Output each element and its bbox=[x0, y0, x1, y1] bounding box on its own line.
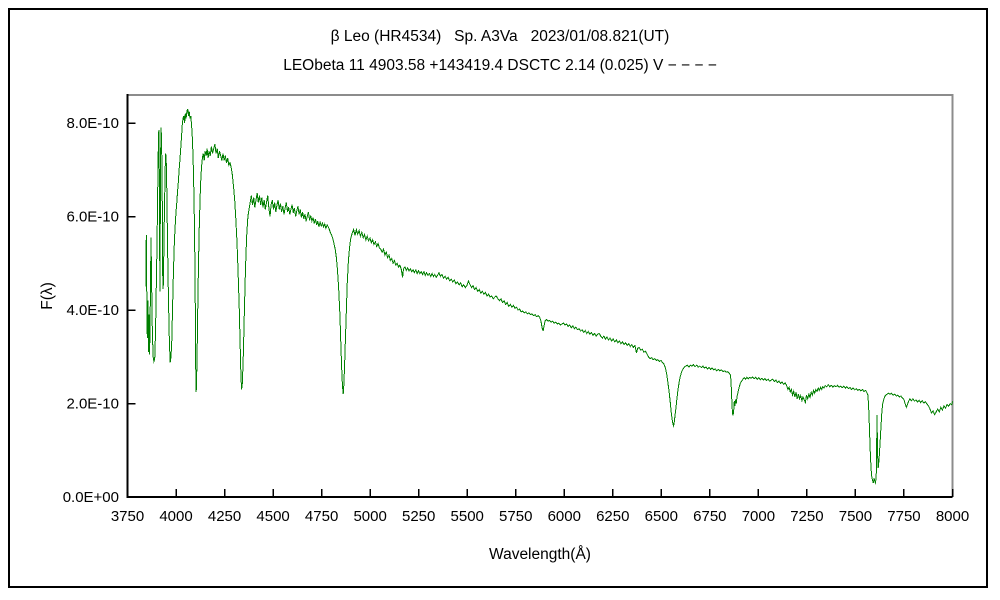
axes bbox=[126, 94, 953, 498]
y-tick-label: 6.0E-10 bbox=[66, 209, 119, 226]
x-tick-label: 4250 bbox=[208, 508, 241, 525]
x-tick-label: 4500 bbox=[256, 508, 289, 525]
y-tick-label: 0.0E+00 bbox=[63, 489, 119, 506]
spectrum-line bbox=[145, 108, 953, 485]
chart-title-line2: LEObeta 11 4903.58 +143419.4 DSCTC 2.14 … bbox=[283, 57, 717, 74]
y-tick-label: 4.0E-10 bbox=[66, 302, 119, 319]
x-tick-label: 5750 bbox=[499, 508, 532, 525]
x-tick-label: 6750 bbox=[693, 508, 726, 525]
x-tick-label: 4000 bbox=[159, 508, 192, 525]
x-tick-label: 7750 bbox=[887, 508, 920, 525]
x-tick-label: 6500 bbox=[645, 508, 678, 525]
x-tick-label: 6000 bbox=[548, 508, 581, 525]
plot-frame-shadow bbox=[127, 94, 954, 497]
x-tick-label: 5500 bbox=[451, 508, 484, 525]
x-tick-label: 8000 bbox=[936, 508, 969, 525]
x-axis-label: Wavelength(Å) bbox=[489, 546, 591, 563]
x-tick-label: 5000 bbox=[353, 508, 386, 525]
y-tick-label: 8.0E-10 bbox=[66, 115, 119, 132]
chart-title-line1: β Leo (HR4534) Sp. A3Va 2023/01/08.821(U… bbox=[330, 28, 670, 45]
x-tick-label: 5250 bbox=[402, 508, 435, 525]
x-tick-label: 4750 bbox=[305, 508, 338, 525]
x-tick-label: 7500 bbox=[839, 508, 872, 525]
x-tick-label: 3750 bbox=[111, 508, 144, 525]
y-axis-label: F(λ) bbox=[39, 282, 56, 310]
y-tick-label: 2.0E-10 bbox=[66, 396, 119, 413]
x-tick-label: 7000 bbox=[742, 508, 775, 525]
x-tick-label: 6250 bbox=[596, 508, 629, 525]
x-tick-label: 7250 bbox=[790, 508, 823, 525]
